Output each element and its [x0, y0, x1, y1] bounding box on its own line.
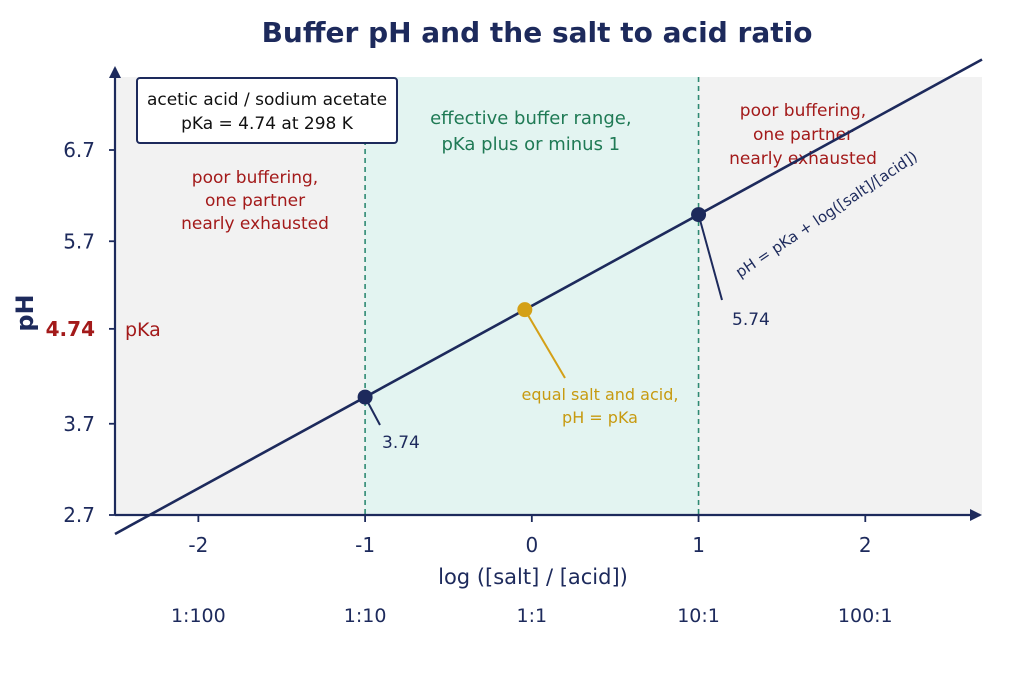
y-tick-label: 5.7	[63, 229, 95, 253]
point-label-1: 3.74	[382, 433, 420, 453]
region-label-1-line-3: nearly exhausted	[181, 214, 329, 234]
region-label-1-line-1: poor buffering,	[192, 168, 318, 188]
region-label-2-line-1: effective buffer range,	[430, 108, 631, 129]
x-tick-label: 2	[859, 533, 872, 557]
point-label-2: equal salt and acid,	[522, 385, 679, 404]
region-band-3	[698, 77, 982, 515]
point-label-2-line-2: pH = pKa	[562, 408, 638, 427]
data-point-1	[357, 389, 373, 405]
y-tick-label: 3.7	[63, 412, 95, 436]
region-band-1	[115, 77, 366, 515]
x-tick-label: -1	[355, 533, 375, 557]
region-band-2	[365, 77, 699, 515]
region-label-3-line-3: nearly exhausted	[729, 149, 877, 169]
region-label-1-line-2: one partner	[205, 191, 305, 211]
point-callout-line-2	[523, 309, 566, 379]
ratio-label: 1:1	[517, 605, 548, 627]
data-point-2	[517, 302, 533, 318]
ratio-label: 1:10	[344, 605, 387, 627]
legend-line-1: acetic acid / sodium acetate	[147, 90, 387, 110]
x-tick-label: 1	[692, 533, 705, 557]
pka-marker-label: pKa	[125, 319, 161, 341]
ratio-label: 1:100	[171, 605, 226, 627]
x-tick-label: 0	[525, 533, 538, 557]
point-callout-line-3	[697, 214, 723, 301]
y-tick-label: 4.74	[46, 317, 95, 341]
y-tick-label: 2.7	[63, 503, 95, 527]
ratio-label: 100:1	[838, 605, 893, 627]
legend-line-2: pKa = 4.74 at 298 K	[181, 114, 354, 134]
point-label-3: 5.74	[732, 310, 770, 330]
henderson-hasselbalch-line	[114, 58, 983, 536]
legend-box	[136, 77, 398, 144]
data-point-3	[691, 207, 707, 223]
region-label-2-line-2: pKa plus or minus 1	[442, 134, 621, 155]
region-label-3-line-2: one partner	[753, 125, 853, 145]
ratio-label: 10:1	[677, 605, 720, 627]
x-axis-label: log ([salt] / [acid])	[438, 565, 628, 589]
y-axis-label: pH	[11, 294, 39, 331]
x-tick-label: -2	[188, 533, 208, 557]
chart-title: Buffer pH and the salt to acid ratio	[262, 16, 813, 49]
region-label-3-line-1: poor buffering,	[740, 101, 866, 121]
y-tick-label: 6.7	[63, 138, 95, 162]
